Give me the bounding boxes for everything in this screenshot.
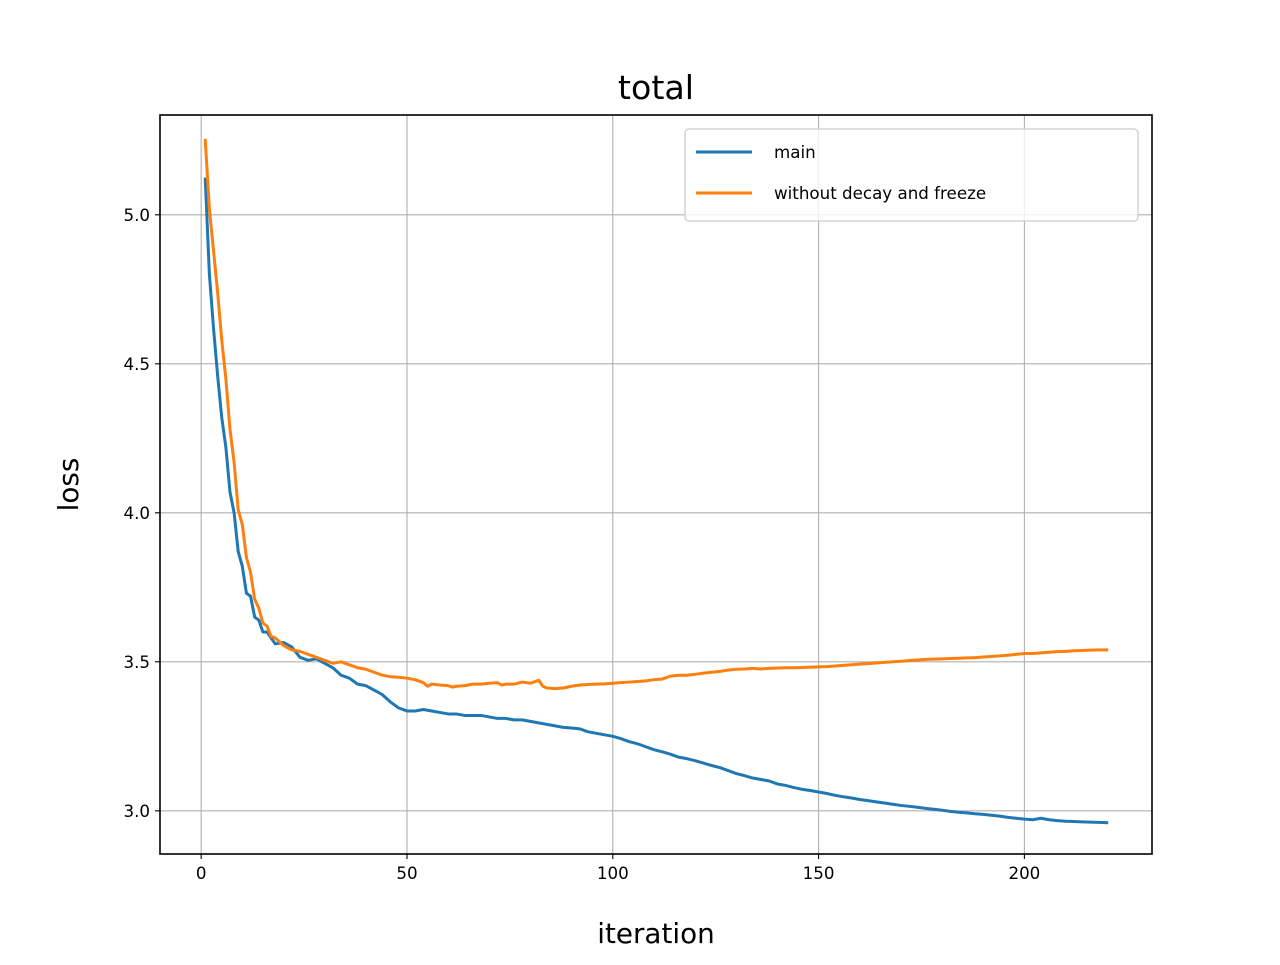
x-tick-label: 150 [803, 863, 835, 883]
legend-box [684, 128, 1139, 222]
x-tick-label: 200 [1008, 863, 1040, 883]
axis-ticks: 0 50 100 150 200 3.0 3.5 4.0 4.5 5.0 [123, 205, 1040, 883]
series-line-without-decay-and-freeze [203, 138, 1109, 691]
plot-frame [159, 114, 1153, 855]
y-tick-label: 4.5 [123, 354, 150, 374]
y-tick-label: 5.0 [123, 205, 150, 225]
legend-label: main [774, 142, 816, 162]
data-series [203, 138, 1109, 825]
series-line-main [203, 177, 1109, 825]
x-tick-label: 50 [396, 863, 417, 883]
y-tick-label: 4.0 [123, 503, 150, 523]
y-tick-label: 3.5 [123, 652, 150, 672]
chart-title: total [618, 68, 694, 107]
y-axis-title: loss [52, 458, 85, 512]
x-tick-label: 0 [196, 863, 207, 883]
y-tick-label: 3.0 [123, 801, 150, 821]
x-axis-title: iteration [597, 917, 714, 950]
legend-label: without decay and freeze [774, 183, 986, 203]
x-tick-label: 100 [597, 863, 629, 883]
legend: main without decay and freeze [684, 128, 1139, 222]
